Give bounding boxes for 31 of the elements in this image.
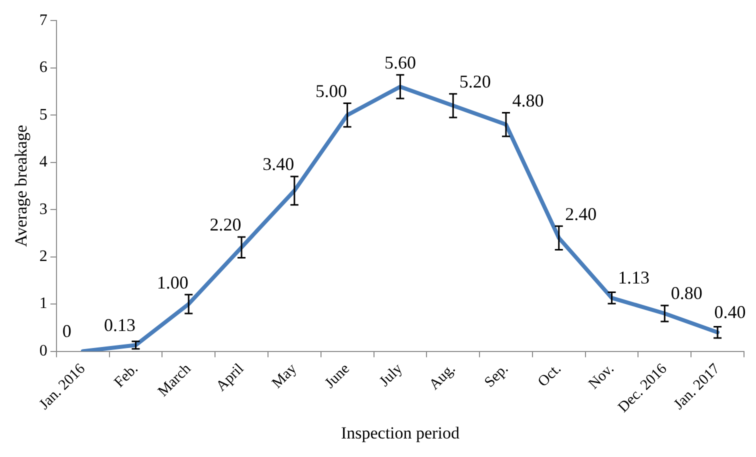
y-tick-label: 3 [39,200,48,218]
data-label: 5.60 [384,52,416,73]
data-label: 5.20 [459,72,491,92]
data-label: 3.40 [262,154,294,174]
x-tick-label: Nov. [586,360,618,392]
y-tick-label: 0 [39,342,48,360]
data-label: 0.13 [104,314,136,335]
x-tick-label: Aug. [426,360,459,394]
y-tick-label: 7 [39,12,48,29]
y-tick-label: 5 [39,106,48,124]
data-label: 0.80 [670,283,702,304]
y-axis-title: Average breakage [12,124,31,247]
data-label: 1.00 [156,272,188,292]
x-tick-label: Feb. [111,360,142,391]
data-label: 1.13 [618,268,650,288]
data-label: 4.80 [512,90,544,110]
data-label: 2.20 [210,214,242,235]
y-tick-label: 6 [39,59,48,76]
x-tick-label: July [376,360,406,390]
y-tick-label: 4 [39,154,48,171]
x-tick-label: Oct. [535,360,564,390]
data-label: 2.40 [565,204,597,224]
data-label: 5.00 [316,81,348,102]
x-tick-label: June [322,360,354,392]
y-tick-label: 2 [39,248,48,266]
y-tick-label: 1 [39,295,48,312]
x-axis-title: Inspection period [340,423,460,442]
x-tick-label: May [269,360,300,392]
data-label: 0.40 [714,302,746,322]
x-tick-label: Sep. [482,360,512,391]
data-label: 0 [62,321,72,342]
